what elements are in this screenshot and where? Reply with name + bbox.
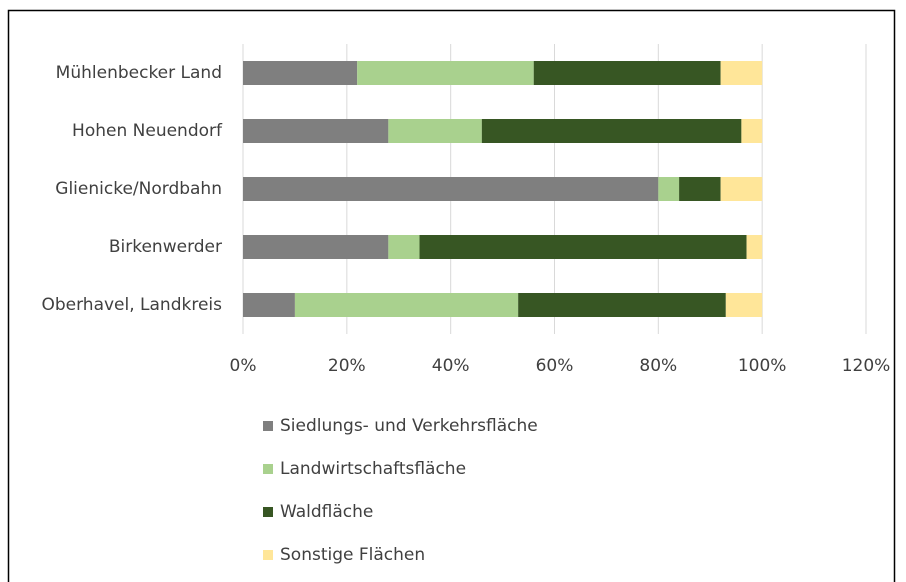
bar-segment <box>419 235 747 259</box>
legend-swatch <box>263 507 273 517</box>
y-tick-label: Oberhavel, Landkreis <box>41 295 222 315</box>
bar-segment <box>725 293 763 317</box>
legend-label: Siedlungs- und Verkehrsfläche <box>280 416 538 436</box>
x-tick-label: 20% <box>328 356 366 376</box>
y-tick-label: Glienicke/Nordbahn <box>55 179 222 199</box>
bar-segment <box>720 177 763 201</box>
bar-segment <box>533 61 721 85</box>
bar-segment <box>741 119 763 143</box>
x-tick-label: 120% <box>842 356 891 376</box>
legend-swatch <box>263 550 273 560</box>
bar-segment <box>746 235 763 259</box>
bar-segment <box>243 61 358 85</box>
bar-segment <box>679 177 721 201</box>
bar-segment <box>388 235 420 259</box>
bar-segment <box>294 293 519 317</box>
bar-segment <box>243 293 295 317</box>
bar-segment <box>481 119 742 143</box>
bar-segment <box>658 177 680 201</box>
chart-frame <box>7 9 896 582</box>
x-tick-label: 60% <box>536 356 574 376</box>
bar-segment <box>243 177 659 201</box>
legend-label: Sonstige Flächen <box>280 545 425 565</box>
bar-segment <box>243 235 389 259</box>
bar-segment <box>243 119 389 143</box>
legend-swatch <box>263 464 273 474</box>
y-tick-label: Mühlenbecker Land <box>56 63 222 83</box>
bar-segment <box>518 293 726 317</box>
x-tick-label: 40% <box>432 356 470 376</box>
legend-swatch <box>263 421 273 431</box>
legend-label: Landwirtschaftsfläche <box>280 459 466 479</box>
legend-label: Waldfläche <box>280 502 373 522</box>
bar-segment <box>357 61 534 85</box>
x-tick-label: 80% <box>639 356 677 376</box>
y-tick-label: Hohen Neuendorf <box>72 121 223 141</box>
x-tick-label: 0% <box>230 356 257 376</box>
bar-segment <box>720 61 763 85</box>
y-tick-label: Birkenwerder <box>109 237 222 257</box>
x-tick-label: 100% <box>738 356 787 376</box>
bar-segment <box>388 119 482 143</box>
